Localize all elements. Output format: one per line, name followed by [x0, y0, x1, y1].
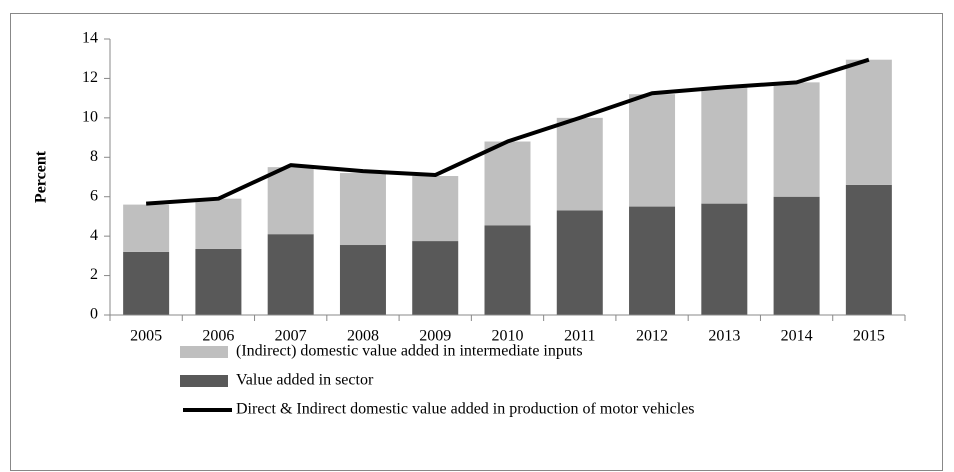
y-tick-label: 14	[82, 30, 98, 47]
bar	[123, 251, 170, 315]
line	[145, 57, 870, 206]
bar	[339, 173, 386, 246]
bar	[123, 204, 170, 252]
x-tick-label: 2013	[708, 328, 740, 345]
bar	[773, 82, 820, 197]
legend-label: (Indirect) domestic value added in inter…	[236, 343, 583, 360]
bar	[339, 245, 386, 315]
bar	[701, 87, 748, 204]
legend-label: Direct & Indirect domestic value added i…	[236, 401, 695, 418]
y-tick-label: 8	[90, 148, 98, 165]
bar	[773, 196, 820, 315]
bar	[629, 206, 676, 315]
legend-swatch	[180, 346, 228, 358]
y-tick-label: 12	[82, 69, 98, 86]
x-tick-label: 2015	[853, 328, 885, 345]
bar	[556, 210, 603, 315]
bar	[701, 203, 748, 315]
bar	[267, 234, 314, 315]
y-tick-label: 10	[82, 109, 98, 126]
x-tick-label: 2014	[781, 328, 813, 345]
bar	[484, 141, 531, 226]
bar	[845, 184, 892, 315]
x-tick-label: 2009	[419, 328, 451, 345]
y-tick-label: 0	[90, 306, 98, 323]
y-tick-label: 6	[90, 187, 98, 204]
x-tick-label: 2010	[492, 328, 524, 345]
x-tick-label: 2011	[564, 328, 595, 345]
x-tick-label: 2007	[275, 328, 307, 345]
legend-swatch	[180, 375, 228, 387]
x-tick-label: 2012	[636, 328, 668, 345]
bar	[629, 94, 676, 207]
legend-label: Value added in sector	[236, 372, 374, 389]
bar	[484, 225, 531, 315]
bar	[195, 248, 242, 315]
bar	[412, 241, 459, 315]
x-tick-label: 2006	[202, 328, 234, 345]
y-tick-label: 2	[90, 266, 98, 283]
bar	[412, 176, 459, 242]
x-tick-label: 2008	[347, 328, 379, 345]
chart-frame	[10, 13, 943, 471]
bar	[556, 117, 603, 211]
y-tick-label: 4	[90, 227, 98, 244]
bar	[267, 167, 314, 235]
bar	[195, 198, 242, 249]
bar	[845, 59, 892, 185]
y-axis-label: Percent	[33, 150, 50, 203]
x-tick-label: 2005	[130, 328, 162, 345]
